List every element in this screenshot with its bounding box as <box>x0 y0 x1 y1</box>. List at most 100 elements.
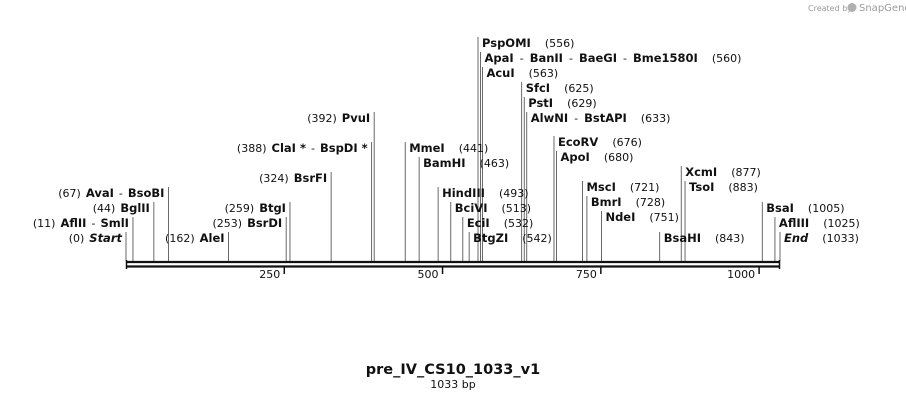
enzyme-name: AvaI <box>86 186 114 200</box>
feature-ndei[interactable]: NdeI (751) <box>605 210 679 224</box>
feature-mmei[interactable]: MmeI (441) <box>409 141 488 155</box>
feature-labels: (0) Start(11) AflII - SmlI(44) BglII (67) AvaI -… <box>33 36 860 245</box>
enzyme-name: BciVI <box>455 201 488 215</box>
site-position: (324) <box>259 172 289 185</box>
site-position: (629) <box>567 97 597 110</box>
feature-clai[interactable]: (388) ClaI * - BspDI * <box>237 141 368 155</box>
enzyme-name: BspDI * <box>320 141 368 155</box>
site-position: (1025) <box>823 217 860 230</box>
snapgene-credit: Created by SnapGene <box>808 3 906 14</box>
feature-bmri[interactable]: BmrI (728) <box>591 195 665 209</box>
feature-btgzi[interactable]: BtgZI (542) <box>473 231 552 245</box>
site-position: (625) <box>564 82 594 95</box>
scale-tick-label: 1000 <box>727 268 755 281</box>
site-position: (259) <box>225 202 255 215</box>
enzyme-name: EciI <box>467 216 490 230</box>
enzyme-name: HindIII <box>442 186 485 200</box>
feature-afliii[interactable]: AflIII (1025) <box>779 216 860 230</box>
feature-alwni[interactable]: AlwNI - BstAPI (633) <box>531 111 671 125</box>
feature-bsrdi[interactable]: (253) BsrDI <box>212 216 282 230</box>
site-position: (493) <box>499 187 529 200</box>
site-position: (67) <box>58 187 81 200</box>
feature-bsahi[interactable]: BsaHI (843) <box>664 231 745 245</box>
name-separator: - <box>569 52 573 65</box>
feature-acui[interactable]: AcuI (563) <box>486 66 558 80</box>
enzyme-name: SfcI <box>526 81 550 95</box>
site-position: (877) <box>731 166 761 179</box>
enzyme-name: NdeI <box>605 210 635 224</box>
enzyme-name: BanII <box>530 51 563 65</box>
site-position: (542) <box>522 232 552 245</box>
site-position: (392) <box>307 112 337 125</box>
enzyme-name: PstI <box>528 96 553 110</box>
site-position: (563) <box>529 67 559 80</box>
feature-pspomi[interactable]: PspOMI (556) <box>482 36 574 50</box>
site-position: (676) <box>612 136 642 149</box>
enzyme-name: BaeGI <box>579 51 617 65</box>
credit-brand: SnapGene <box>859 3 906 14</box>
enzyme-name: SmlI <box>100 216 128 230</box>
site-position: (513) <box>501 202 531 215</box>
enzyme-name: AlwNI <box>531 111 568 125</box>
site-position: (388) <box>237 142 267 155</box>
enzyme-name: BglII <box>120 201 149 215</box>
feature-xcmi[interactable]: XcmI (877) <box>685 165 761 179</box>
site-position: (532) <box>504 217 534 230</box>
site-position: (1033) <box>822 232 859 245</box>
leader-lines <box>125 37 781 261</box>
feature-start[interactable]: (0) Start <box>69 231 123 245</box>
site-position: (441) <box>459 142 489 155</box>
enzyme-name: BsaHI <box>664 231 701 245</box>
site-position: (680) <box>604 151 634 164</box>
feature-sfci[interactable]: SfcI (625) <box>526 81 594 95</box>
site-position: (883) <box>728 181 758 194</box>
enzyme-name: ApoI <box>561 150 590 164</box>
feature-alei[interactable]: (162) AleI <box>165 231 225 245</box>
name-separator: - <box>91 217 95 230</box>
site-position: (633) <box>641 112 671 125</box>
name-separator: - <box>623 52 627 65</box>
scale-ticks: 250 500 750 1000 <box>259 266 760 281</box>
scale-tick-label: 250 <box>259 268 280 281</box>
feature-pvui[interactable]: (392) PvuI <box>307 111 370 125</box>
enzyme-name: MmeI <box>409 141 445 155</box>
feature-hindiii[interactable]: HindIII (493) <box>442 186 528 200</box>
site-position: (463) <box>480 157 510 170</box>
enzyme-name: BtgI <box>259 201 286 215</box>
enzyme-name: BsrFI <box>294 171 327 185</box>
feature-psti[interactable]: PstI (629) <box>528 96 596 110</box>
feature-bsrfi[interactable]: (324) BsrFI <box>259 171 327 185</box>
feature-apoi[interactable]: ApoI (680) <box>561 150 634 164</box>
enzyme-name: PspOMI <box>482 36 531 50</box>
feature-aflii[interactable]: (11) AflII - SmlI <box>33 216 129 230</box>
feature-btgi[interactable]: (259) BtgI <box>225 201 286 215</box>
enzyme-name: BtgZI <box>473 231 508 245</box>
enzyme-name: ApaI <box>485 51 514 65</box>
feature-msci[interactable]: MscI (721) <box>586 180 659 194</box>
feature-ecorv[interactable]: EcoRV (676) <box>558 135 642 149</box>
feature-tsoi[interactable]: TsoI (883) <box>689 180 758 194</box>
feature-apai[interactable]: ApaI - BanII - BaeGI - Bme1580I (560) <box>485 51 742 65</box>
feature-ecii[interactable]: EciI (532) <box>467 216 534 230</box>
site-position: (843) <box>715 232 745 245</box>
feature-avai[interactable]: (67) AvaI - BsoBI <box>58 186 164 200</box>
feature-bsai[interactable]: BsaI (1005) <box>766 201 844 215</box>
feature-end[interactable]: End (1033) <box>784 231 859 245</box>
site-position: (721) <box>630 181 660 194</box>
enzyme-name: BstAPI <box>584 111 627 125</box>
site-position: (44) <box>93 202 116 215</box>
site-position: (0) <box>69 232 85 245</box>
enzyme-name: BmrI <box>591 195 622 209</box>
feature-bglii[interactable]: (44) BglII <box>93 201 150 215</box>
enzyme-name: TsoI <box>689 180 714 194</box>
site-position: (751) <box>649 211 679 224</box>
site-position: (11) <box>33 217 56 230</box>
enzyme-name: EcoRV <box>558 135 598 149</box>
enzyme-name: Start <box>89 231 122 245</box>
feature-bcivi[interactable]: BciVI (513) <box>455 201 531 215</box>
feature-bamhi[interactable]: BamHI (463) <box>423 156 509 170</box>
sequence-length: 1033 bp <box>430 378 475 391</box>
site-position: (1005) <box>808 202 845 215</box>
enzyme-name: BsaI <box>766 201 794 215</box>
